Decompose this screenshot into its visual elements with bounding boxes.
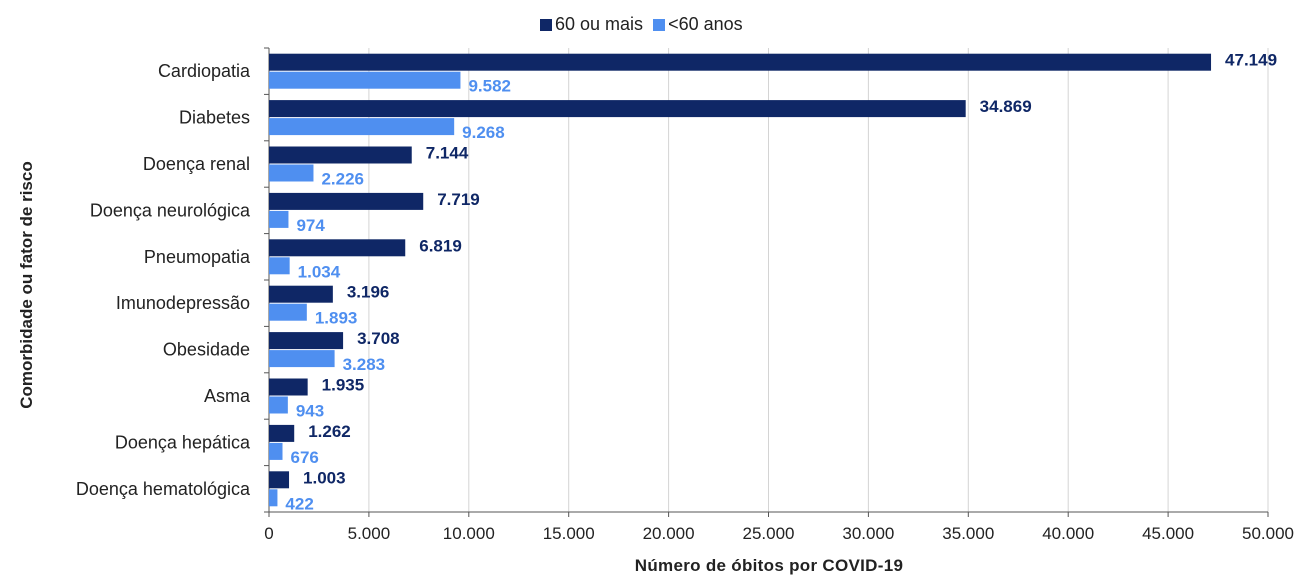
data-label-older: 3.196	[347, 283, 390, 302]
data-label-older: 3.708	[357, 329, 400, 348]
bar-older	[269, 424, 295, 442]
data-label-younger: 422	[285, 494, 313, 513]
data-label-younger: 943	[296, 402, 324, 421]
x-tick-label: 45.000	[1142, 524, 1194, 543]
x-tick-label: 0	[264, 524, 273, 543]
data-label-older: 1.003	[303, 468, 346, 487]
bar-older	[269, 471, 290, 489]
bar-younger	[269, 71, 461, 89]
x-tick-label: 30.000	[842, 524, 894, 543]
bar-older	[269, 378, 308, 396]
category-label: Doença hematológica	[76, 479, 251, 499]
bar-younger	[269, 303, 307, 321]
data-label-younger: 9.582	[468, 77, 511, 96]
data-label-younger: 3.283	[343, 355, 386, 374]
data-label-younger: 1.034	[298, 262, 341, 281]
legend-swatch-younger	[653, 18, 666, 31]
category-label: Cardiopatia	[158, 61, 251, 81]
bar-younger	[269, 164, 314, 182]
bar-younger	[269, 442, 283, 460]
bar-older	[269, 239, 406, 257]
category-label: Doença hepática	[115, 432, 251, 452]
category-label: Asma	[204, 386, 251, 406]
x-tick-label: 20.000	[643, 524, 695, 543]
data-label-younger: 9.268	[462, 123, 505, 142]
data-label-older: 6.819	[419, 236, 462, 255]
bar-younger	[269, 350, 335, 368]
legend-label-older: 60 ou mais	[555, 14, 644, 34]
bar-older	[269, 285, 333, 303]
data-label-older: 47.149	[1225, 51, 1277, 70]
bar-older	[269, 100, 966, 118]
bar-older	[269, 146, 412, 164]
bar-younger	[269, 257, 290, 275]
data-label-older: 7.144	[426, 144, 469, 163]
legend-swatch-older	[540, 18, 552, 31]
x-tick-label: 25.000	[743, 524, 795, 543]
data-label-older: 7.719	[437, 190, 480, 209]
bar-older	[269, 192, 424, 210]
bar-younger	[269, 489, 278, 507]
legend-item-younger: <60 anos	[653, 14, 743, 35]
x-axis-title: Número de óbitos por COVID-19	[634, 556, 904, 575]
data-label-younger: 974	[296, 216, 325, 235]
x-tick-label: 10.000	[443, 524, 495, 543]
bar-older	[269, 53, 1212, 71]
data-label-younger: 676	[291, 448, 319, 467]
category-label: Imunodepressão	[116, 293, 250, 313]
chart-legend: 60 ou mais <60 anos	[540, 14, 743, 35]
bar-younger	[269, 118, 455, 136]
category-label: Diabetes	[179, 108, 250, 128]
bar-older	[269, 332, 344, 350]
x-tick-label: 35.000	[942, 524, 994, 543]
data-label-younger: 2.226	[321, 170, 364, 189]
x-tick-label: 40.000	[1042, 524, 1094, 543]
data-label-older: 1.262	[308, 422, 351, 441]
x-tick-label: 50.000	[1242, 524, 1294, 543]
data-label-older: 1.935	[322, 376, 365, 395]
bar-younger	[269, 210, 289, 228]
category-label: Doença neurológica	[90, 200, 251, 220]
category-label: Doença renal	[143, 154, 250, 174]
category-label: Obesidade	[163, 340, 250, 360]
legend-item-older: 60 ou mais	[540, 14, 643, 35]
data-label-older: 34.869	[980, 97, 1032, 116]
bar-younger	[269, 396, 288, 414]
x-tick-label: 5.000	[348, 524, 391, 543]
x-tick-label: 15.000	[543, 524, 595, 543]
category-label: Pneumopatia	[144, 247, 251, 267]
legend-label-younger: <60 anos	[668, 14, 743, 34]
data-label-younger: 1.893	[315, 309, 358, 328]
